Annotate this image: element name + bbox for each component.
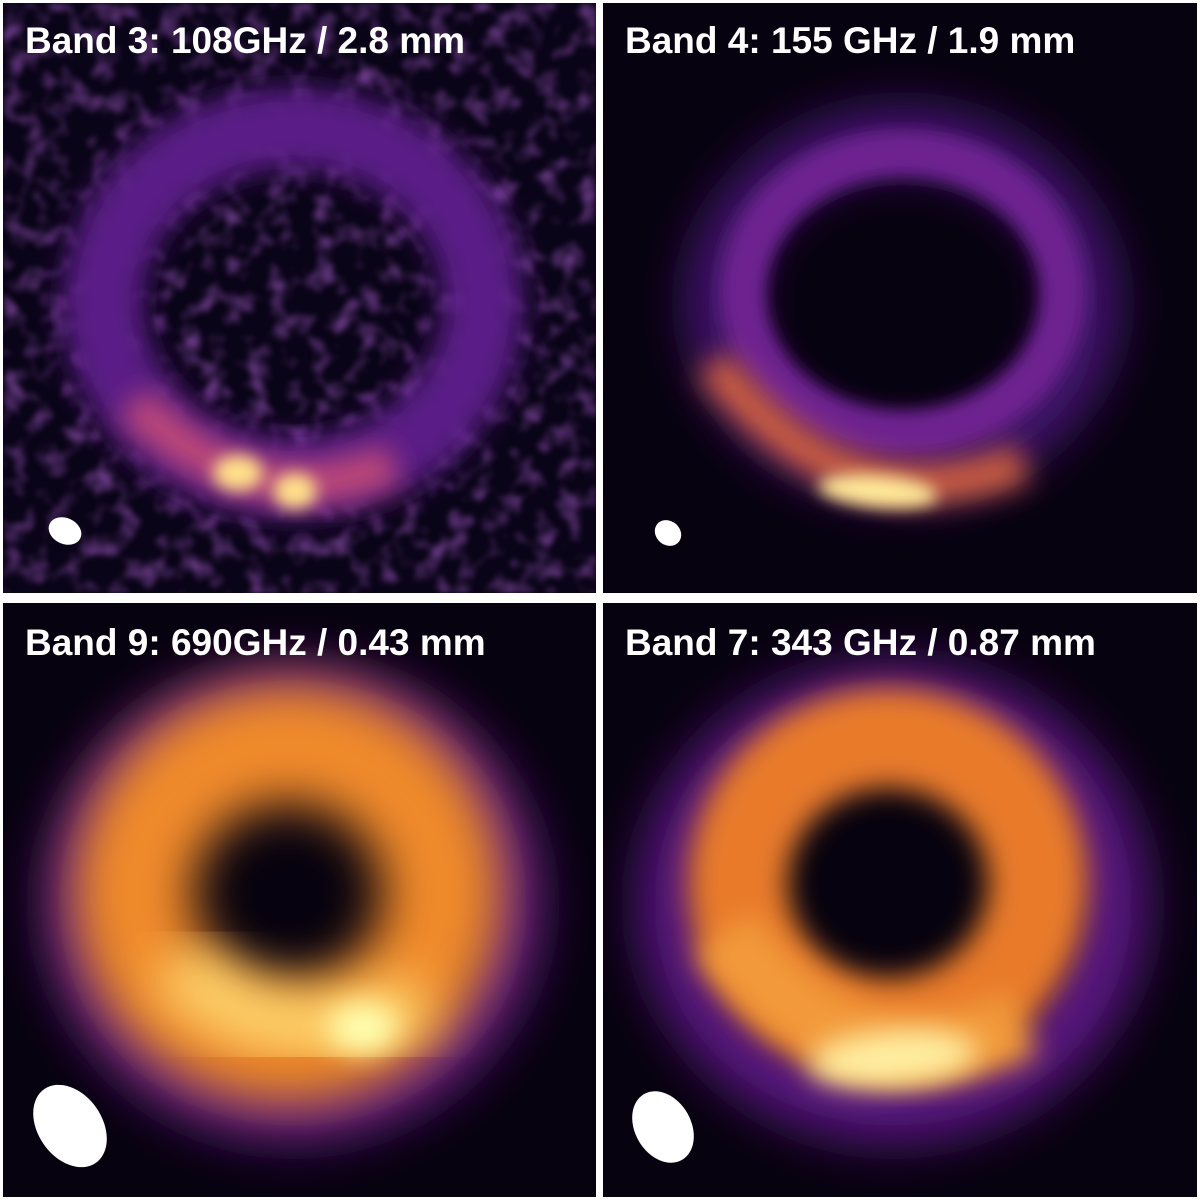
beam — [33, 1084, 107, 1168]
beam — [632, 1091, 694, 1163]
panel-band-4: Band 4: 155 GHz / 1.9 mm — [603, 3, 1197, 593]
panel-band-3: Band 3: 108GHz / 2.8 mm — [3, 3, 596, 593]
beam — [48, 517, 82, 545]
hotspot — [328, 1003, 398, 1053]
panel-band-7: Band 7: 343 GHz / 0.87 mm — [603, 603, 1197, 1197]
hotspot — [808, 1029, 978, 1087]
hotspot — [818, 474, 938, 508]
panel-title: Band 7: 343 GHz / 0.87 mm — [625, 622, 1096, 663]
ring — [720, 130, 1086, 456]
hotspot — [273, 473, 317, 509]
beam — [654, 520, 682, 546]
panel-band-9: Band 9: 690GHz / 0.43 mm — [3, 603, 596, 1197]
panel-title: Band 4: 155 GHz / 1.9 mm — [625, 20, 1075, 61]
panel-title: Band 3: 108GHz / 2.8 mm — [25, 20, 465, 61]
panel-title: Band 9: 690GHz / 0.43 mm — [25, 622, 486, 663]
hotspot — [213, 455, 263, 491]
bright-arc — [697, 351, 1030, 503]
